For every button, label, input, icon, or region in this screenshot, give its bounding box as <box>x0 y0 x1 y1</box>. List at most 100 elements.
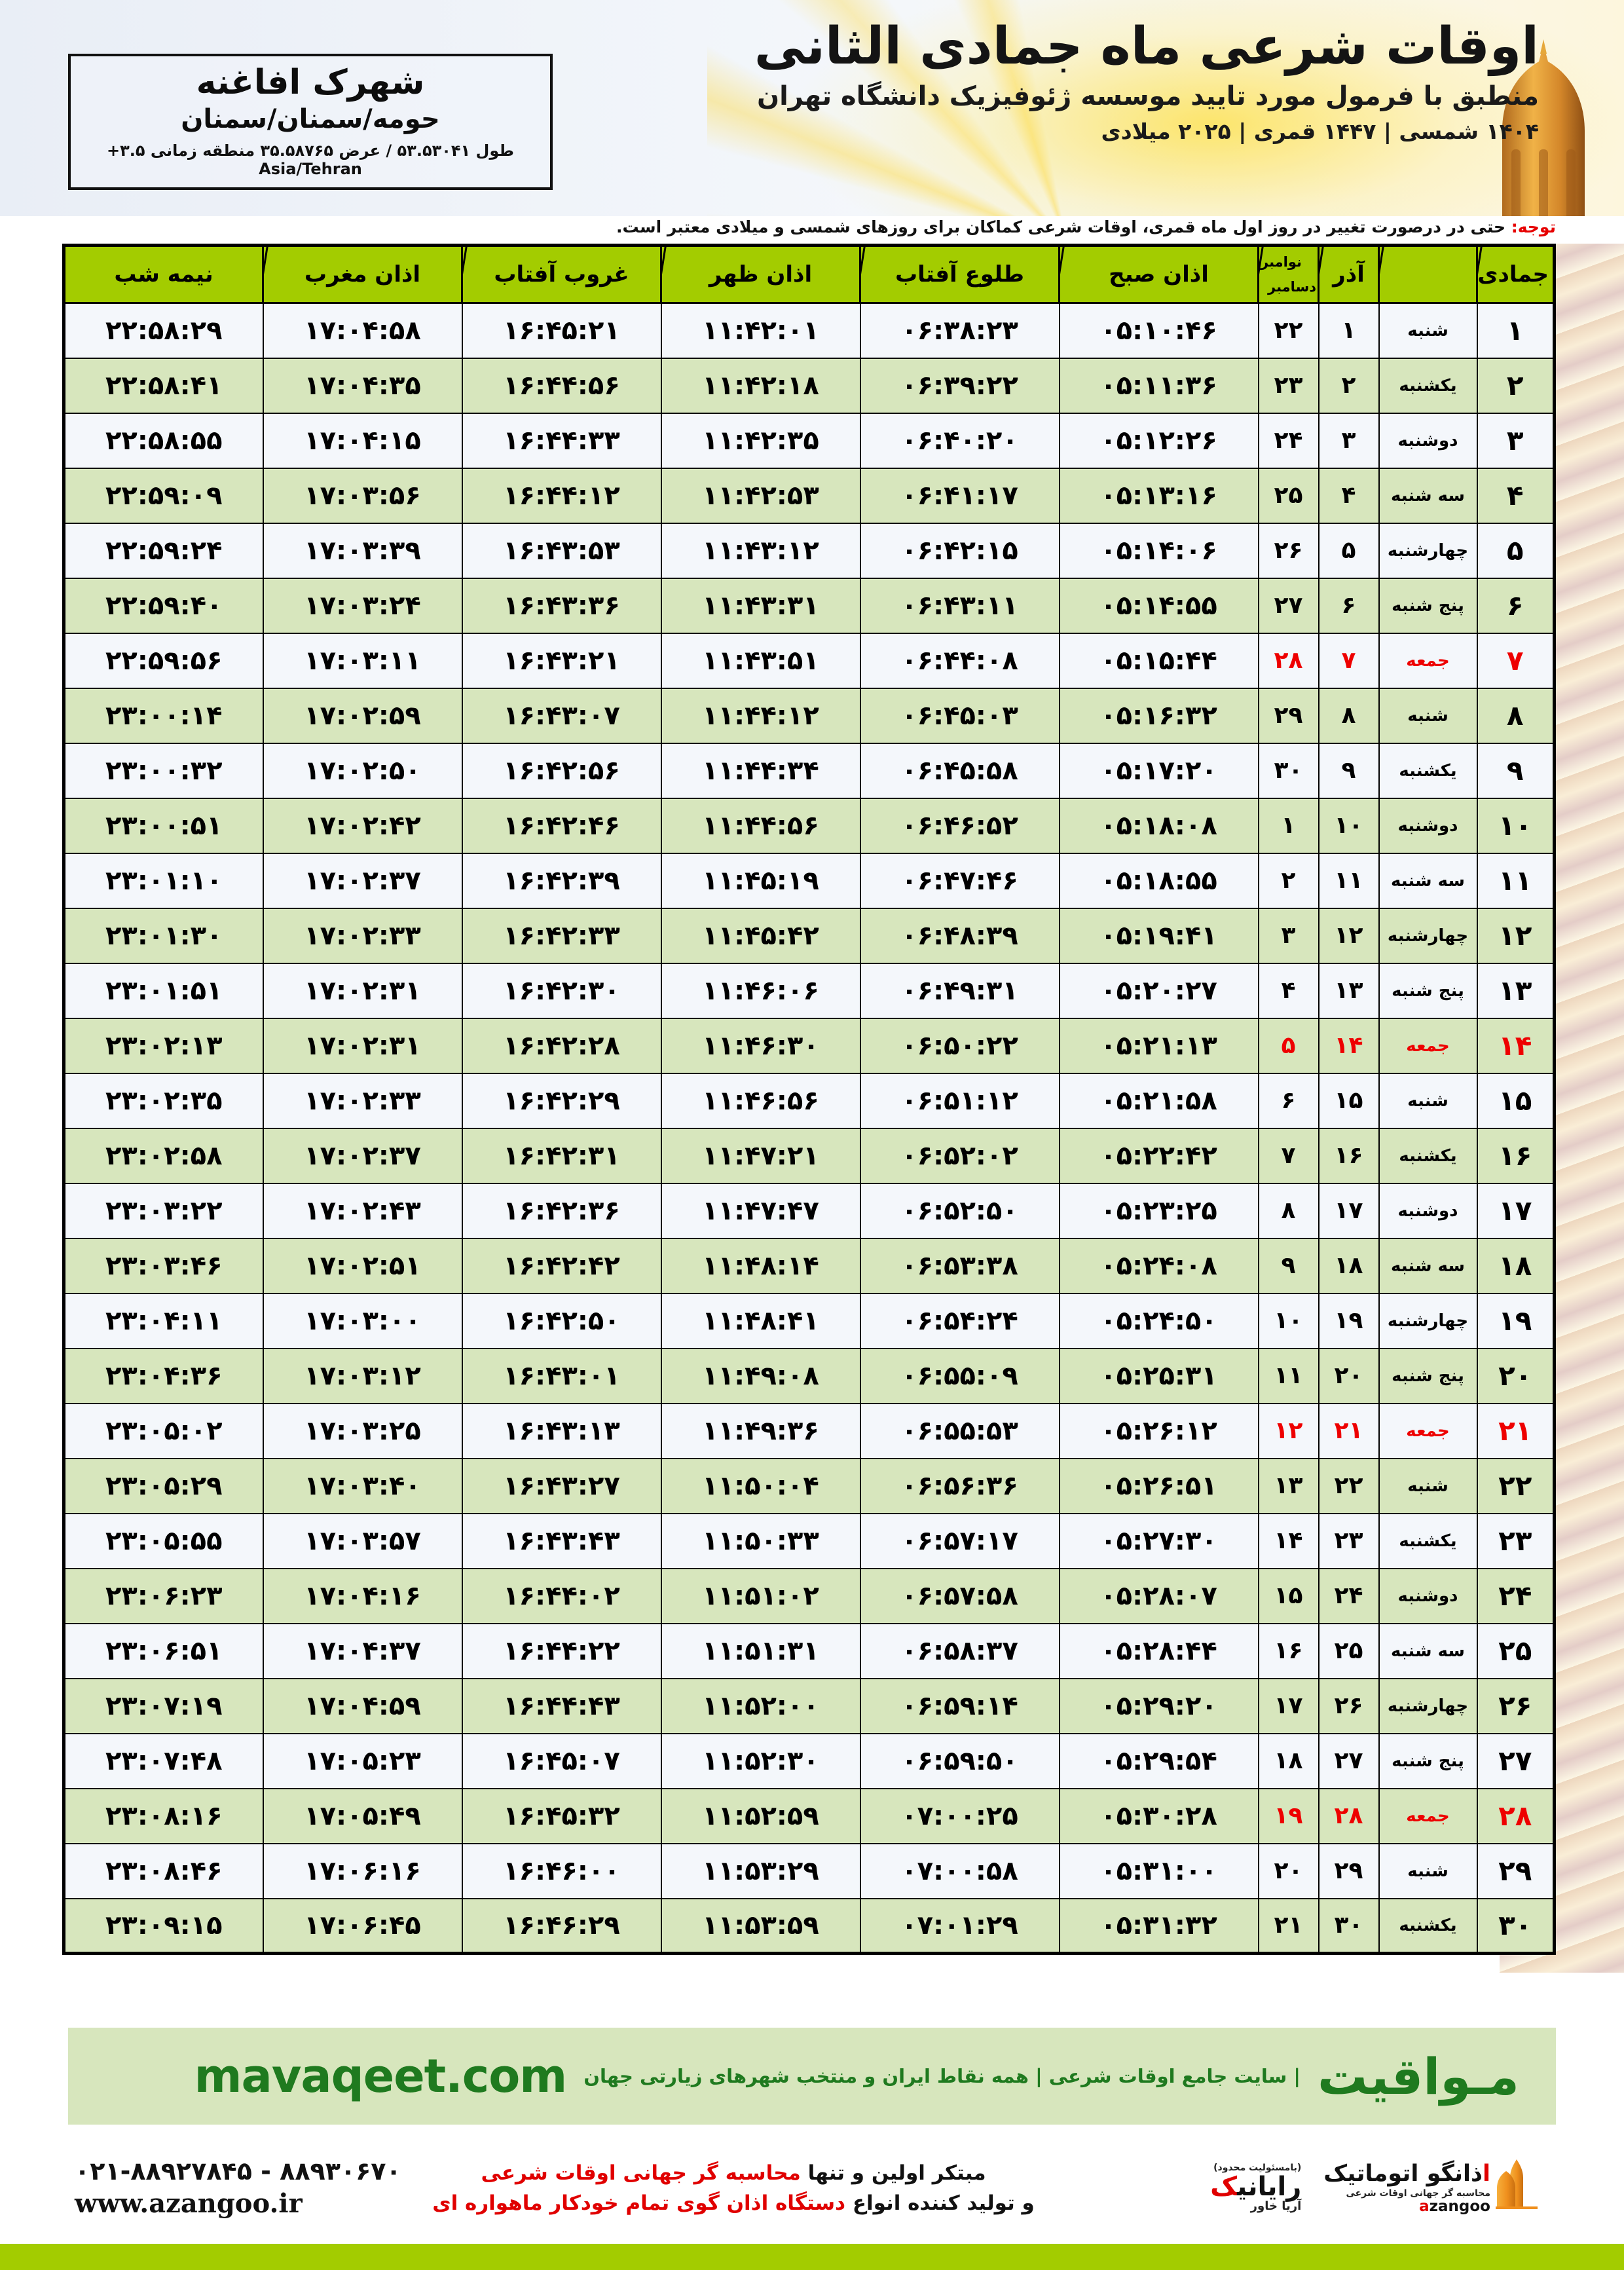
cell-azar: ۱۹ <box>1318 1292 1380 1349</box>
cell-dhuhr: ۱۱:۵۱:۰۲ <box>660 1567 861 1624</box>
table-row: ۹ یکشنبه ۹ ۳۰ ۰۵:۱۷:۲۰ ۰۶:۴۵:۵۸ ۱۱:۴۴:۳۴ ۱۶:۴۲:… <box>63 742 1555 799</box>
cell-maghrib: ۱۷:۰۴:۳۵ <box>262 357 463 414</box>
col-header-december: دسامبر <box>1268 279 1316 295</box>
cell-wday: یکشنبه <box>1378 742 1478 799</box>
rayaneek-subtitle: آریا خاور <box>1250 2199 1302 2213</box>
cell-dhuhr: ۱۱:۴۲:۱۸ <box>660 357 861 414</box>
cell-azar: ۲۷ <box>1318 1732 1380 1789</box>
cell-sunrise: ۰۶:۵۵:۰۹ <box>859 1347 1060 1404</box>
cell-fajr: ۰۵:۱۹:۴۱ <box>1058 907 1259 964</box>
azangoo-title: اذانگو اتوماتیک <box>1323 2160 1490 2187</box>
table-row: ۱ شنبه ۱ ۲۲ ۰۵:۱۰:۴۶ ۰۶:۳۸:۲۳ ۱۱:۴۲:۰۱ ۱۶:۴۵:۲۱… <box>63 302 1555 359</box>
cell-hday: ۱۳ <box>1476 962 1555 1019</box>
footer-bottom: اذانگو اتوماتیک محاسبه گر جهانی اوقات شر… <box>68 2132 1556 2244</box>
cell-midnight: ۲۲:۵۸:۵۵ <box>63 412 264 469</box>
table-row: ۱۴ جمعه ۱۴ ۵ ۰۵:۲۱:۱۳ ۰۶:۵۰:۲۲ ۱۱:۴۶:۳۰ ۱۶:۴۲:۲… <box>63 1017 1555 1074</box>
azangoo-subtitle: محاسبه گر جهانی اوقات شرعی <box>1346 2187 1490 2199</box>
cell-dhuhr: ۱۱:۴۷:۲۱ <box>660 1127 861 1184</box>
cell-fajr: ۰۵:۲۹:۵۴ <box>1058 1732 1259 1789</box>
cell-maghrib: ۱۷:۰۳:۴۰ <box>262 1457 463 1514</box>
cell-midnight: ۲۳:۰۲:۵۸ <box>63 1127 264 1184</box>
table-row: ۶ پنج شنبه ۶ ۲۷ ۰۵:۱۴:۵۵ ۰۶:۴۳:۱۱ ۱۱:۴۳:۳۱ ۱۶:۴… <box>63 577 1555 634</box>
cell-fajr: ۰۵:۱۱:۳۶ <box>1058 357 1259 414</box>
table-row: ۱۱ سه شنبه ۱۱ ۲ ۰۵:۱۸:۵۵ ۰۶:۴۷:۴۶ ۱۱:۴۵:۱۹ ۱۶:۴… <box>63 852 1555 909</box>
website-url[interactable]: www.azangoo.ir <box>75 2187 303 2219</box>
cell-fajr: ۰۵:۱۷:۲۰ <box>1058 742 1259 799</box>
cell-fajr: ۰۵:۳۱:۰۰ <box>1058 1842 1259 1899</box>
col-header-hijri-day: جمادی الثانی <box>1405 244 1555 304</box>
cell-wday: یکشنبه <box>1378 1127 1478 1184</box>
cell-hday: ۲۲ <box>1476 1457 1555 1514</box>
cell-fajr: ۰۵:۲۲:۴۲ <box>1058 1127 1259 1184</box>
cell-hday: ۲۹ <box>1476 1842 1555 1899</box>
cell-sunset: ۱۶:۴۴:۰۲ <box>461 1567 662 1624</box>
cell-maghrib: ۱۷:۰۳:۱۲ <box>262 1347 463 1404</box>
cell-hday: ۹ <box>1476 742 1555 799</box>
cell-midnight: ۲۳:۰۱:۳۰ <box>63 907 264 964</box>
cell-wday: دوشنبه <box>1378 412 1478 469</box>
cell-midnight: ۲۳:۰۴:۱۱ <box>63 1292 264 1349</box>
cell-maghrib: ۱۷:۰۲:۳۱ <box>262 1017 463 1074</box>
cell-wday: یکشنبه <box>1378 357 1478 414</box>
cell-wday: شنبه <box>1378 1842 1478 1899</box>
cell-hday: ۱۱ <box>1476 852 1555 909</box>
cell-maghrib: ۱۷:۰۲:۳۳ <box>262 907 463 964</box>
cell-midnight: ۲۳:۰۸:۱۶ <box>63 1787 264 1844</box>
cell-azar: ۳۰ <box>1318 1897 1380 1954</box>
cell-sunrise: ۰۶:۵۹:۵۰ <box>859 1732 1060 1789</box>
cell-sunset: ۱۶:۴۲:۳۰ <box>461 962 662 1019</box>
cell-dhuhr: ۱۱:۵۲:۳۰ <box>660 1732 861 1789</box>
cell-maghrib: ۱۷:۰۲:۳۳ <box>262 1072 463 1129</box>
city-coordinates: طول ۵۳.۵۳۰۴۱ / عرض ۳۵.۵۸۷۶۵ منطقه زمانی … <box>106 141 515 179</box>
cell-dhuhr: ۱۱:۴۳:۱۲ <box>660 522 861 579</box>
cell-nov: ۱۸ <box>1257 1732 1320 1789</box>
cell-fajr: ۰۵:۲۹:۲۰ <box>1058 1677 1259 1734</box>
cell-sunset: ۱۶:۴۵:۲۱ <box>461 302 662 359</box>
cell-sunrise: ۰۶:۵۷:۱۷ <box>859 1512 1060 1569</box>
cell-azar: ۶ <box>1318 577 1380 634</box>
col-header-gregorian-months: نوامبر دسامبر <box>1257 244 1320 304</box>
cell-wday: سه شنبه <box>1378 1237 1478 1294</box>
cell-hday: ۴ <box>1476 467 1555 524</box>
cell-hday: ۱۲ <box>1476 907 1555 964</box>
cell-dhuhr: ۱۱:۵۲:۵۹ <box>660 1787 861 1844</box>
cell-wday: پنج شنبه <box>1378 1347 1478 1404</box>
cell-wday: سه شنبه <box>1378 852 1478 909</box>
mavaqeet-tagline: | سایت جامع اوقات شرعی | همه نقاط ایران … <box>583 2065 1301 2087</box>
table-row: ۸ شنبه ۸ ۲۹ ۰۵:۱۶:۳۲ ۰۶:۴۵:۰۳ ۱۱:۴۴:۱۲ ۱۶:۴۳:۰۷… <box>63 687 1555 744</box>
cell-nov: ۱۳ <box>1257 1457 1320 1514</box>
slogans: مبتکر اولین و تنها محاسبه گر جهانی اوقات… <box>409 2158 1058 2219</box>
cell-hday: ۲۸ <box>1476 1787 1555 1844</box>
cell-fajr: ۰۵:۲۳:۲۵ <box>1058 1182 1259 1239</box>
cell-nov: ۱۱ <box>1257 1347 1320 1404</box>
cell-dhuhr: ۱۱:۴۵:۴۲ <box>660 907 861 964</box>
cell-hday: ۸ <box>1476 687 1555 744</box>
cell-sunset: ۱۶:۴۲:۴۶ <box>461 797 662 854</box>
cell-sunset: ۱۶:۴۳:۰۱ <box>461 1347 662 1404</box>
cell-nov: ۱۰ <box>1257 1292 1320 1349</box>
col-header-fajr: اذان صبح <box>1058 244 1259 304</box>
cell-midnight: ۲۲:۵۹:۴۰ <box>63 577 264 634</box>
cell-sunrise: ۰۶:۴۲:۱۵ <box>859 522 1060 579</box>
mavaqeet-brand-en[interactable]: mavaqeet.com <box>194 2049 568 2103</box>
cell-dhuhr: ۱۱:۴۲:۳۵ <box>660 412 861 469</box>
cell-maghrib: ۱۷:۰۲:۵۹ <box>262 687 463 744</box>
cell-wday: دوشنبه <box>1378 1182 1478 1239</box>
cell-nov: ۱۹ <box>1257 1787 1320 1844</box>
cell-midnight: ۲۳:۰۱:۱۰ <box>63 852 264 909</box>
table-row: ۴ سه شنبه ۴ ۲۵ ۰۵:۱۳:۱۶ ۰۶:۴۱:۱۷ ۱۱:۴۲:۵۳ ۱۶:۴۴… <box>63 467 1555 524</box>
cell-fajr: ۰۵:۲۸:۰۷ <box>1058 1567 1259 1624</box>
cell-fajr: ۰۵:۲۵:۳۱ <box>1058 1347 1259 1404</box>
cell-azar: ۵ <box>1318 522 1380 579</box>
cell-sunset: ۱۶:۴۳:۰۷ <box>461 687 662 744</box>
cell-nov: ۲۳ <box>1257 357 1320 414</box>
note-line: توجه: حتی در درصورت تغییر در روز اول ماه… <box>0 217 1624 236</box>
cell-hday: ۱۸ <box>1476 1237 1555 1294</box>
cell-dhuhr: ۱۱:۴۷:۴۷ <box>660 1182 861 1239</box>
cell-wday: چهارشنبه <box>1378 522 1478 579</box>
cell-sunset: ۱۶:۴۳:۴۳ <box>461 1512 662 1569</box>
table-row: ۱۹ چهارشنبه ۱۹ ۱۰ ۰۵:۲۴:۵۰ ۰۶:۵۴:۲۴ ۱۱:۴۸:۴۱ ۱۶… <box>63 1292 1555 1349</box>
cell-sunrise: ۰۶:۴۵:۰۳ <box>859 687 1060 744</box>
cell-nov: ۲۵ <box>1257 467 1320 524</box>
